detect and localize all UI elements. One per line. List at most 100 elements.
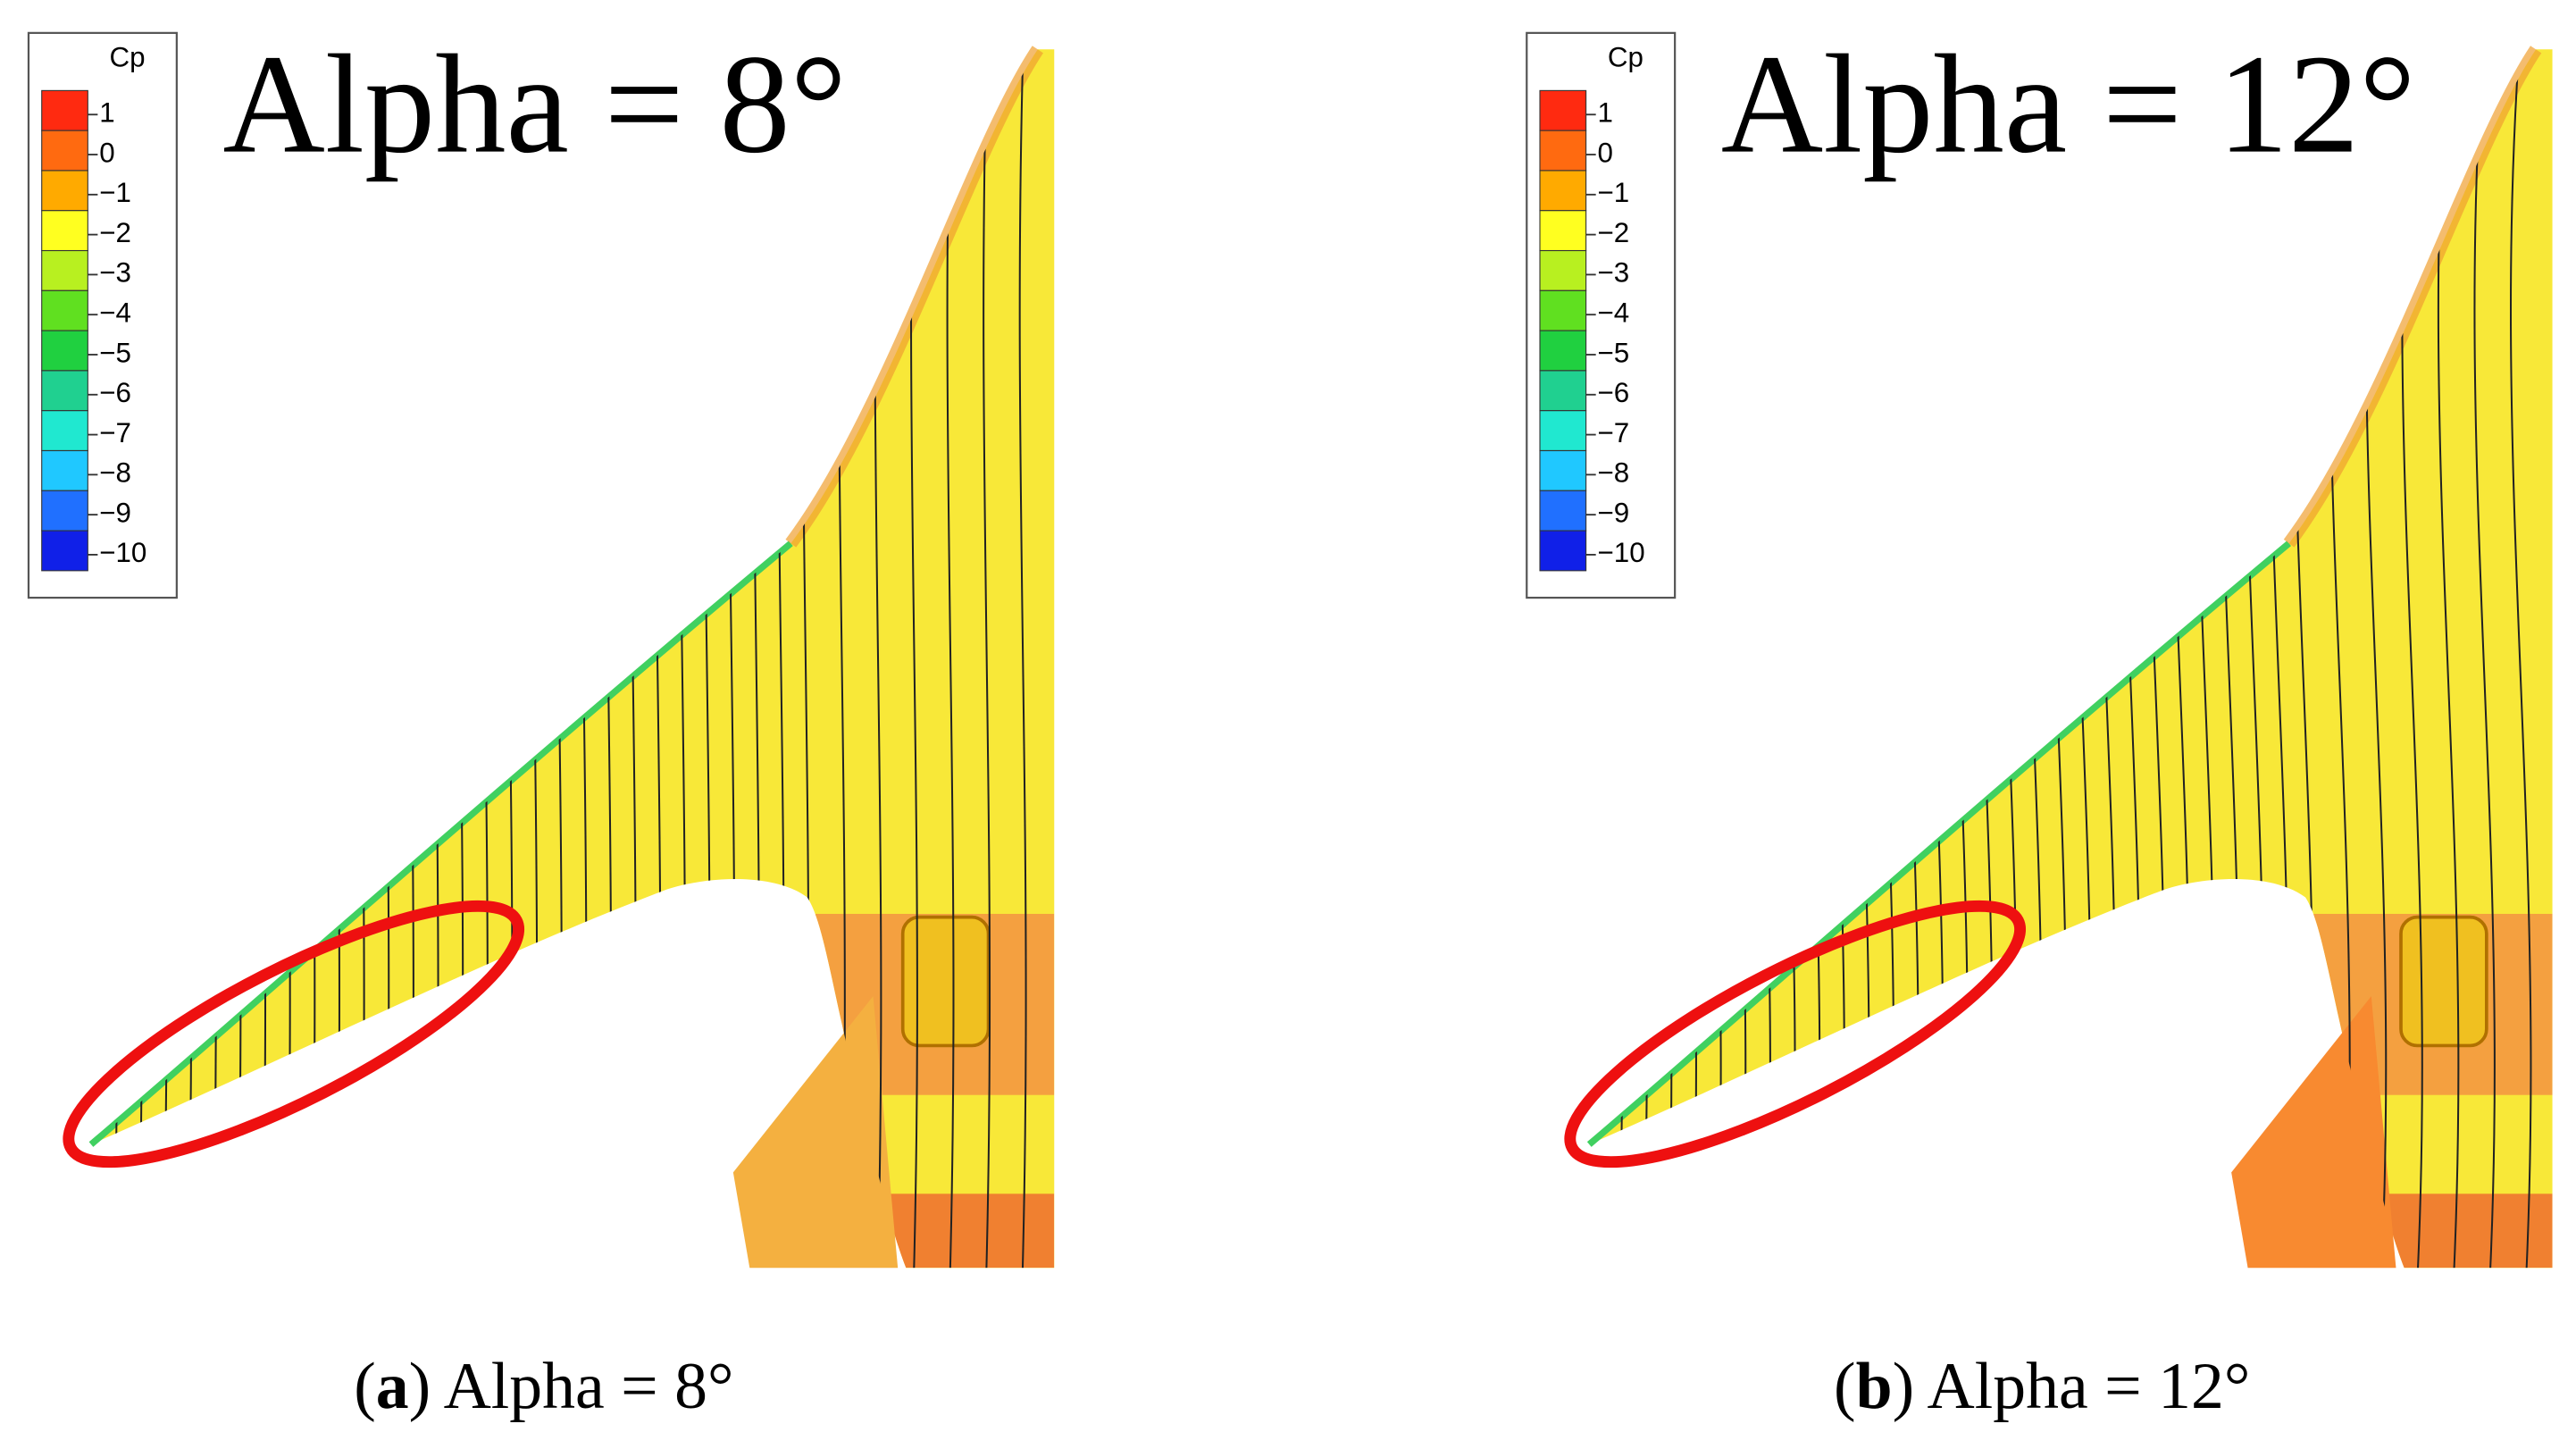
legend-label: −3 — [1598, 257, 1630, 289]
legend-swatch — [41, 370, 88, 412]
streamline — [1848, 49, 1870, 1269]
panel: Cp 1 0 −1 −2 −3 −4 −5 −6 −7 −8 −9 −10 Alpha = 8° (a) A… — [27, 27, 1055, 1422]
legend-swatch — [1539, 370, 1587, 412]
legend-swatch — [41, 410, 88, 452]
streamline — [1015, 49, 1027, 1269]
legend-label: −9 — [1598, 497, 1630, 528]
streamline — [279, 49, 291, 1269]
streamline — [1774, 49, 1796, 1269]
legend-label: −5 — [1598, 337, 1630, 368]
streamline — [403, 49, 414, 1269]
streamline — [304, 49, 316, 1269]
legend-label: −5 — [99, 337, 131, 368]
streamline — [1897, 49, 1919, 1269]
highlight-ellipse — [1564, 900, 2027, 1168]
streamline — [1798, 49, 1821, 1269]
engine-nacelle — [2399, 915, 2488, 1048]
legend-swatch — [41, 170, 88, 212]
streamline — [551, 49, 563, 1269]
wing-surface — [91, 49, 1055, 1269]
legend-swatch — [1539, 249, 1587, 291]
legend-label: 1 — [1598, 97, 1613, 129]
legend-swatch — [41, 449, 88, 491]
caption: (b) Alpha = 12° — [1834, 1349, 2250, 1422]
caption: (a) Alpha = 8° — [354, 1349, 733, 1422]
wing-surface — [1589, 49, 2553, 1269]
caption-label: a — [376, 1349, 409, 1422]
caption-prefix: ( — [354, 1349, 376, 1422]
tail-fin — [2231, 996, 2396, 1269]
streamline — [255, 49, 267, 1269]
legend-label: 1 — [99, 97, 114, 129]
legend-swatch — [41, 330, 88, 372]
caption-label: b — [1856, 1349, 1893, 1422]
engine-nacelle — [900, 915, 991, 1048]
legend-label: −4 — [1598, 297, 1630, 328]
streamline — [1971, 49, 1994, 1269]
caption-text: ) Alpha = 12° — [1893, 1349, 2251, 1422]
legend-swatch — [41, 210, 88, 252]
legend-label: −7 — [99, 417, 131, 448]
streamline — [979, 49, 991, 1269]
streamline — [1675, 49, 1697, 1269]
legend-swatch — [1539, 330, 1587, 372]
legend-label: −10 — [1598, 537, 1645, 568]
legend-swatch — [41, 89, 88, 131]
streamline — [1823, 49, 1845, 1269]
streamline — [353, 49, 365, 1269]
legend-label: −4 — [99, 297, 131, 328]
streamline — [1946, 49, 1970, 1269]
streamline — [2509, 49, 2532, 1269]
legend-swatch — [41, 130, 88, 172]
legend-swatch — [1539, 210, 1587, 252]
caption-text: ) Alpha = 8° — [409, 1349, 734, 1422]
legend-swatch — [1539, 89, 1587, 131]
streamline — [1921, 49, 1945, 1269]
legend-swatch — [41, 289, 88, 331]
legend-label: −3 — [99, 257, 131, 289]
legend-swatch — [1539, 289, 1587, 331]
streamline — [1700, 49, 1722, 1269]
streamline — [180, 49, 193, 1269]
panel-title: Alpha = 8° — [222, 27, 847, 183]
streamline — [452, 49, 464, 1269]
legend-label: −2 — [1598, 217, 1630, 248]
streamline — [477, 49, 489, 1269]
legend-label: −6 — [1598, 377, 1630, 408]
legend-label: −6 — [99, 377, 131, 408]
tail-fin — [732, 996, 899, 1269]
legend-title: Cp — [110, 42, 146, 73]
legend-label: −1 — [99, 177, 131, 208]
streamline — [329, 49, 340, 1269]
caption-prefix: ( — [1834, 1349, 1856, 1422]
leading-edge — [88, 540, 793, 1147]
legend-label: −2 — [99, 217, 131, 248]
panel: Cp 1 0 −1 −2 −3 −4 −5 −6 −7 −8 −9 −10 Alpha = 12° (b) … — [1526, 27, 2553, 1422]
legend-title: Cp — [1608, 42, 1643, 73]
streamline — [1995, 49, 2019, 1269]
legend-swatch — [41, 249, 88, 291]
legend-swatch — [1539, 130, 1587, 172]
streamline — [2020, 49, 2044, 1269]
legend-swatch — [41, 490, 88, 532]
streamline — [1872, 49, 1895, 1269]
streamline — [2045, 49, 2068, 1269]
legend-swatch — [1539, 170, 1587, 212]
streamline — [378, 49, 390, 1269]
legend-swatch — [1539, 410, 1587, 452]
legend-swatch — [1539, 449, 1587, 491]
streamline — [501, 49, 514, 1269]
legend-label: 0 — [1598, 137, 1613, 168]
legend-label: 0 — [99, 137, 114, 168]
leading-edge — [1586, 540, 2292, 1147]
panel-title: Alpha = 12° — [1721, 27, 2416, 183]
streamline — [2473, 49, 2496, 1269]
legend-label: −10 — [99, 537, 146, 568]
highlight-ellipse — [63, 900, 525, 1168]
legend-label: −8 — [99, 457, 131, 489]
wingtip-edge — [2283, 46, 2542, 548]
legend-swatch — [1539, 530, 1587, 572]
streamline — [205, 49, 217, 1269]
